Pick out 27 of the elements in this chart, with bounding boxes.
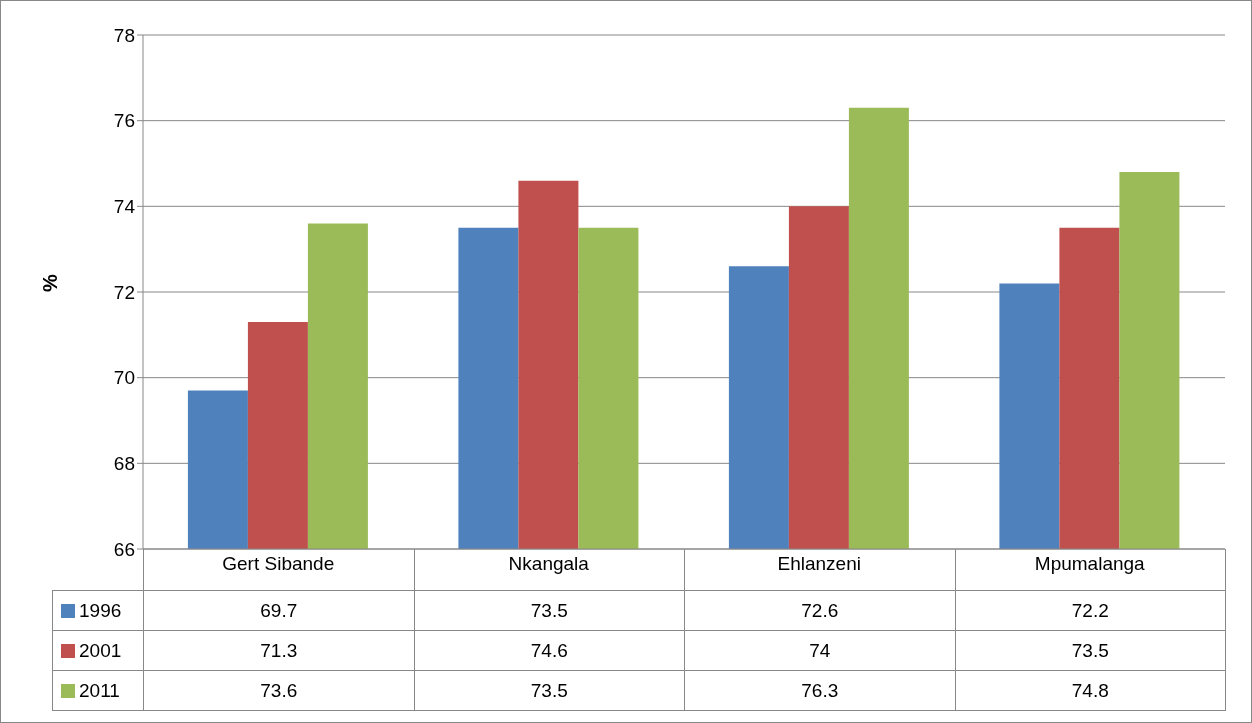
x-tick-label: Ehlanzeni [777,553,861,575]
data-label: 73.5 [414,590,685,631]
data-label: 73.6 [143,670,414,711]
data-label: 74.8 [955,670,1226,711]
y-tick-label: 68 [113,453,135,475]
data-label: 69.7 [143,590,414,631]
data-label: 72.6 [684,590,955,631]
x-tick-label: Nkangala [508,553,590,575]
y-axis-title: % [39,274,62,292]
data-label: 72.2 [955,590,1226,631]
data-label: 74 [684,630,955,671]
x-tick-label: Gert Sibande [222,553,335,575]
data-label: 73.5 [414,670,685,711]
y-tick-label: 74 [113,196,136,218]
legend-label: 1996 [52,590,144,631]
y-tick-label: 66 [113,538,135,560]
data-label: 76.3 [684,670,955,711]
legend-label: 2001 [52,630,144,671]
x-tick-label: Mpumalanga [1034,553,1146,575]
y-tick-label: 70 [113,367,135,389]
data-label: 71.3 [143,630,414,671]
data-label: 74.6 [414,630,685,671]
y-tick-label: 76 [113,110,135,132]
legend-label: 2011 [52,670,144,711]
y-tick-label: 78 [113,24,135,46]
y-tick-label: 72 [113,281,135,303]
data-label: 73.5 [955,630,1226,671]
